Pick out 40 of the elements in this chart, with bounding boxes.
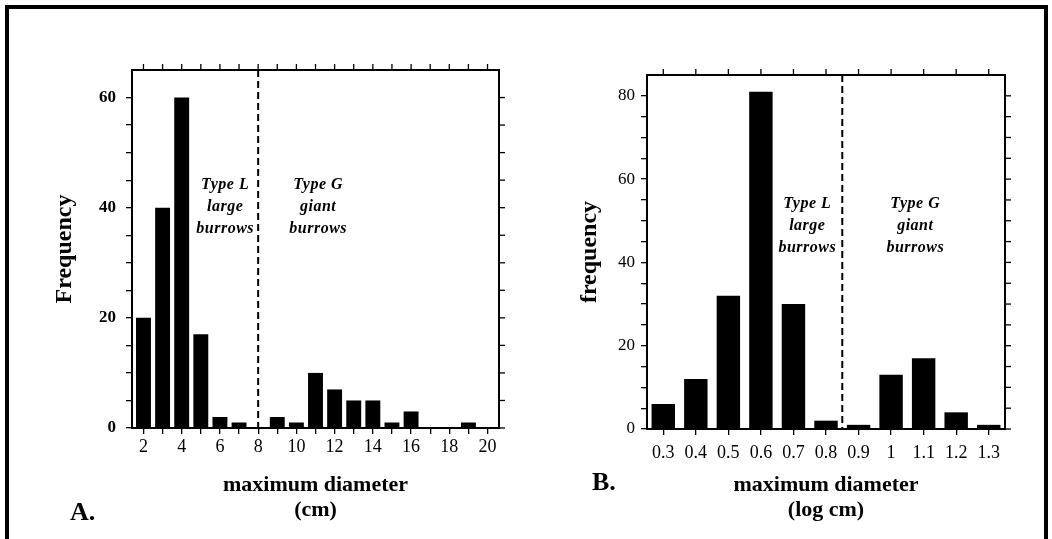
y-axis-title: frequency — [575, 200, 601, 304]
y-tick-label: 20 — [618, 335, 635, 355]
annotation: Type L large burrows — [196, 175, 255, 236]
annotation: Type G giant burrows — [886, 194, 945, 255]
x-tick-label: 0.7 — [782, 441, 805, 462]
x-tick-label: 20 — [478, 435, 497, 456]
y-tick-label: 0 — [107, 417, 116, 437]
y-tick-label: 40 — [99, 197, 116, 217]
x-tick-label: 1 — [886, 441, 896, 462]
x-tick-label: 1.3 — [977, 441, 1000, 462]
x-tick-label: 18 — [440, 435, 459, 456]
x-tick-label: 12 — [325, 435, 344, 456]
y-tick-label: 20 — [99, 307, 116, 327]
x-tick-label: 0.4 — [684, 441, 708, 462]
x-axis-title: maximum diameter (log cm) — [733, 470, 919, 522]
y-tick-label: 0 — [626, 418, 635, 438]
y-tick-label: 60 — [618, 168, 635, 188]
x-tick-label: 0.8 — [814, 441, 838, 462]
x-tick-label: 4 — [177, 435, 187, 456]
x-axis-title: maximum diameter (cm) — [222, 470, 409, 522]
text: B. — [592, 466, 616, 496]
y-axis-title: Frequency — [50, 194, 76, 304]
x-tick-label: 0.3 — [652, 441, 675, 462]
x-tick-label: 10 — [287, 435, 306, 456]
x-tick-label: 16 — [402, 435, 421, 456]
x-tick-label: 2 — [138, 435, 148, 456]
x-tick-label: 1.1 — [912, 441, 935, 462]
x-tick-label: 0.6 — [749, 441, 773, 462]
annotation: Type L large burrows — [778, 194, 837, 255]
x-tick-label: 1.2 — [944, 441, 968, 462]
x-tick-label: 0.5 — [717, 441, 740, 462]
y-tick-label: 80 — [618, 85, 635, 105]
y-tick-label: 60 — [99, 86, 116, 106]
x-tick-label: 6 — [215, 435, 225, 456]
x-tick-label: 14 — [363, 435, 382, 456]
annotation: Type G giant burrows — [289, 175, 348, 236]
y-tick-label: 40 — [618, 251, 635, 271]
x-tick-label: 0.9 — [847, 441, 870, 462]
text: A. — [70, 496, 96, 526]
x-tick-label: 8 — [253, 435, 263, 456]
